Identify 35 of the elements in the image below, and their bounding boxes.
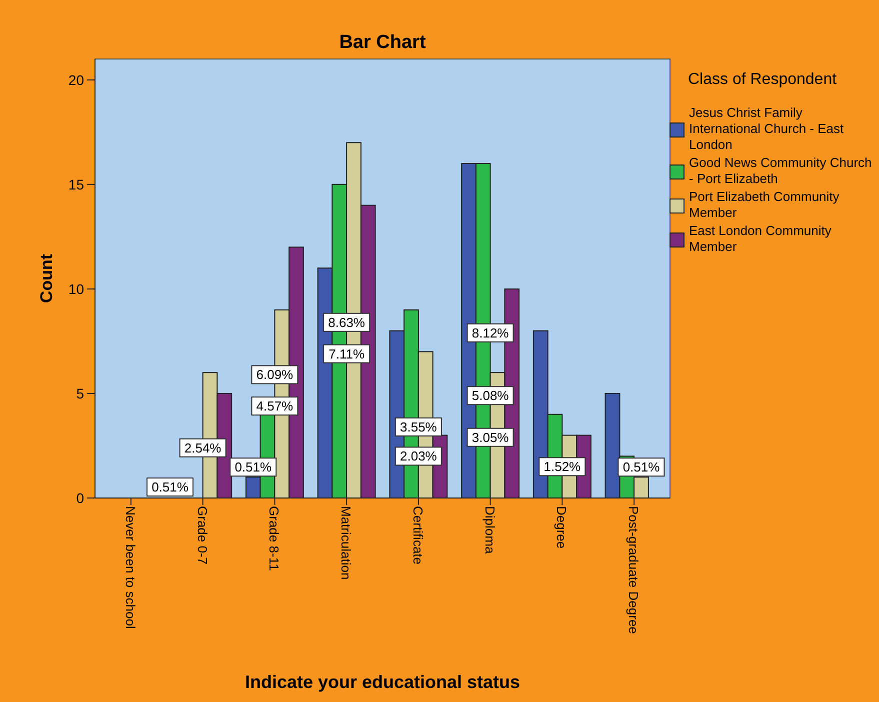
x-tick-label: Post-graduate Degree bbox=[626, 506, 642, 634]
annotation: 4.57% bbox=[256, 398, 294, 414]
legend-label: Good News Community Church - Port Elizabeth bbox=[689, 155, 872, 186]
x-tick-label: Grade 8-11 bbox=[266, 506, 282, 571]
x-tick-label: Certificate bbox=[410, 506, 426, 565]
legend-label: Port Elizabeth Community Member bbox=[689, 189, 840, 220]
y-tick-label: 20 bbox=[68, 72, 84, 88]
annotation: 3.05% bbox=[472, 430, 510, 445]
annotation: 0.51% bbox=[622, 460, 660, 475]
y-axis-title: Count bbox=[37, 254, 56, 304]
y-tick-label: 0 bbox=[76, 490, 84, 506]
annotation: 7.11% bbox=[328, 346, 365, 362]
x-axis-title: Indicate your educational status bbox=[244, 672, 520, 692]
x-tick-label: Degree bbox=[554, 506, 570, 549]
y-tick-label: 5 bbox=[76, 385, 84, 402]
legend-label: Jesus Christ Family International Church - East London bbox=[689, 105, 844, 152]
x-tick-label: Never been to school bbox=[122, 506, 138, 629]
x-tick-label: Matriculation bbox=[338, 506, 354, 580]
chart-title: Bar Chart bbox=[339, 32, 426, 53]
x-tick-label: Diploma bbox=[482, 506, 498, 554]
annotation: 2.54% bbox=[184, 440, 222, 456]
annotation: 1.52% bbox=[544, 459, 582, 474]
annotation: 6.09% bbox=[256, 367, 294, 382]
y-tick-label: 15 bbox=[68, 176, 84, 192]
annotation: 0.51% bbox=[152, 480, 189, 495]
legend-label: East London Community Member bbox=[689, 223, 832, 254]
y-tick-label: 10 bbox=[68, 280, 84, 297]
annotation: 8.12% bbox=[472, 325, 510, 340]
annotation: 5.08% bbox=[472, 388, 510, 404]
x-tick-label: Grade 0-7 bbox=[194, 506, 210, 565]
annotation: 0.51% bbox=[234, 460, 272, 475]
annotation: 2.03% bbox=[400, 448, 438, 464]
annotation: 3.55% bbox=[400, 419, 438, 434]
legend-title: Class of Respondent bbox=[688, 71, 838, 88]
annotation: 8.63% bbox=[328, 314, 366, 330]
